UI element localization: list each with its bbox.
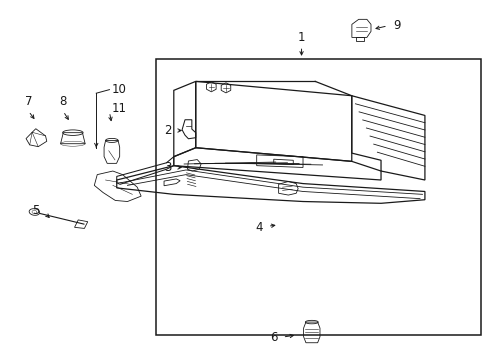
Text: 8: 8 (60, 95, 67, 108)
Text: 11: 11 (112, 102, 126, 115)
Text: 10: 10 (112, 83, 126, 96)
Text: 2: 2 (163, 124, 171, 137)
Text: 5: 5 (33, 204, 40, 217)
Text: 3: 3 (163, 161, 171, 174)
Text: 6: 6 (269, 331, 277, 344)
Text: 9: 9 (393, 19, 400, 32)
Text: 7: 7 (25, 95, 32, 108)
Text: 4: 4 (255, 221, 263, 234)
Text: 1: 1 (297, 31, 305, 44)
